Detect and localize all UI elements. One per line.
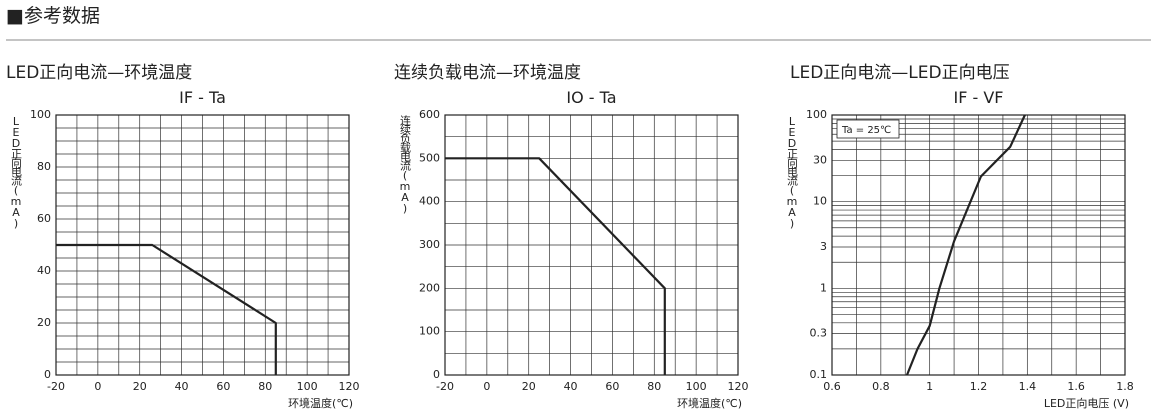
x-tick-label: -20 bbox=[47, 380, 65, 393]
x-tick-label: 80 bbox=[647, 380, 661, 393]
y-tick-label: 1 bbox=[820, 281, 827, 294]
chart-title: LED正向电流—LED正向电压 bbox=[790, 63, 1010, 83]
x-tick-label: 60 bbox=[605, 380, 619, 393]
header-title: ■参考数据 bbox=[6, 5, 100, 27]
y-tick-label: 10 bbox=[813, 195, 827, 208]
y-tick-label: 500 bbox=[419, 151, 440, 164]
chart-subtitle: IF - Ta bbox=[179, 88, 226, 107]
x-tick-label: 100 bbox=[297, 380, 318, 393]
x-axis-label: 环境温度(℃) bbox=[288, 396, 353, 410]
y-tick-label: 60 bbox=[37, 212, 51, 225]
y-axis-label: 连续负载电流(mA) bbox=[399, 115, 412, 214]
x-tick-label: 40 bbox=[175, 380, 189, 393]
y-tick-label: 0.3 bbox=[810, 327, 828, 340]
x-tick-label: 120 bbox=[728, 380, 749, 393]
y-tick-label: 80 bbox=[37, 160, 51, 173]
x-tick-label: 20 bbox=[133, 380, 147, 393]
plot-frame bbox=[444, 114, 739, 376]
x-tick-label: 0 bbox=[483, 380, 490, 393]
x-tick-label: 100 bbox=[686, 380, 707, 393]
x-tick-label: 1 bbox=[926, 380, 933, 393]
x-tick-label: 20 bbox=[522, 380, 536, 393]
plot-frame bbox=[831, 114, 1126, 376]
y-tick-label: 0 bbox=[44, 368, 51, 381]
chart-subtitle: IO - Ta bbox=[566, 88, 616, 107]
x-tick-label: 1.4 bbox=[1019, 380, 1037, 393]
data-line bbox=[905, 114, 1026, 376]
x-axis-label: LED正向电压 (V) bbox=[1044, 396, 1129, 410]
y-tick-label: 400 bbox=[419, 195, 440, 208]
y-axis-label: LED正向电流(mA) bbox=[10, 115, 23, 229]
x-tick-label: 80 bbox=[258, 380, 272, 393]
x-tick-label: 120 bbox=[339, 380, 360, 393]
x-tick-label: 0.6 bbox=[823, 380, 841, 393]
chart-title: LED正向电流—环境温度 bbox=[6, 63, 192, 83]
y-axis-label: LED正向电流(mA) bbox=[786, 115, 799, 229]
y-tick-label: 600 bbox=[419, 108, 440, 121]
y-tick-label: 100 bbox=[30, 108, 51, 121]
y-tick-label: 0 bbox=[433, 368, 440, 381]
x-tick-label: 60 bbox=[216, 380, 230, 393]
annotation-box bbox=[836, 119, 900, 139]
x-tick-label: 1.2 bbox=[970, 380, 988, 393]
y-tick-label: 100 bbox=[419, 325, 440, 338]
data-line bbox=[445, 157, 666, 375]
x-tick-label: 1.8 bbox=[1116, 380, 1134, 393]
x-tick-label: 40 bbox=[564, 380, 578, 393]
x-tick-label: -20 bbox=[436, 380, 454, 393]
x-axis-label: 环境温度(℃) bbox=[677, 396, 742, 410]
chart-subtitle: IF - VF bbox=[953, 88, 1003, 107]
y-tick-label: 40 bbox=[37, 264, 51, 277]
y-tick-label: 100 bbox=[806, 108, 827, 121]
annotation: Ta = 25℃ bbox=[841, 125, 891, 136]
chart-title: 连续负载电流—环境温度 bbox=[394, 63, 581, 83]
y-tick-label: 30 bbox=[813, 153, 827, 166]
y-tick-label: 20 bbox=[37, 316, 51, 329]
y-tick-label: 200 bbox=[419, 281, 440, 294]
x-tick-label: 0 bbox=[94, 380, 101, 393]
y-tick-label: 300 bbox=[419, 238, 440, 251]
y-tick-label: 0.1 bbox=[810, 368, 828, 381]
y-tick-label: 3 bbox=[820, 240, 827, 253]
data-line bbox=[56, 243, 277, 375]
x-tick-label: 1.6 bbox=[1067, 380, 1085, 393]
x-tick-label: 0.8 bbox=[872, 380, 890, 393]
